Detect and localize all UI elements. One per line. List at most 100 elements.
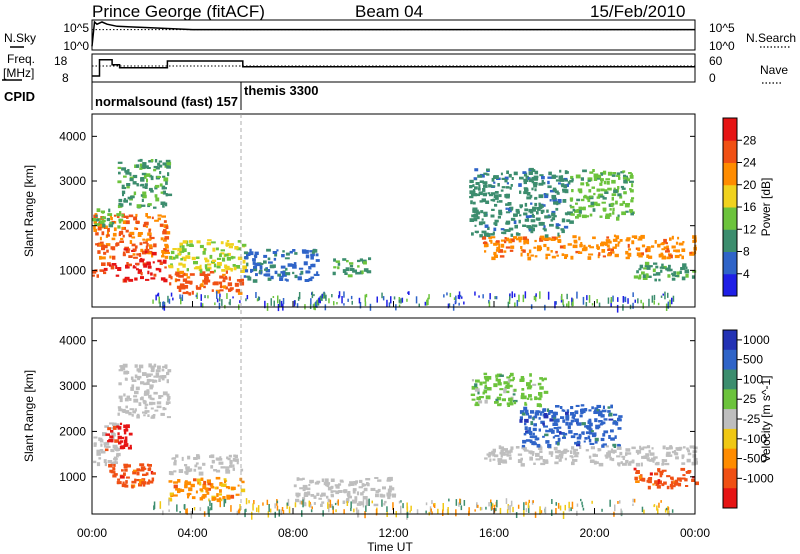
power-cell-6: [204, 264, 208, 268]
power-cell-0: [128, 234, 132, 238]
power-cell-4: [122, 193, 124, 197]
velocity-cell-3: [119, 398, 123, 403]
velocity-cell-3: [121, 408, 126, 413]
velocity-ground-cell: [448, 498, 450, 502]
velocity-cell-2: [131, 485, 134, 489]
power-cell-10: [551, 197, 557, 200]
power-cell-6: [241, 243, 247, 247]
power-cell-10: [538, 222, 543, 226]
velocity-cell-7: [686, 447, 689, 451]
power-ground-cell: [488, 301, 491, 307]
power-cell-10: [518, 183, 522, 187]
velocity-ground-cell: [309, 501, 311, 505]
power-cell-9: [606, 244, 610, 248]
velocity-ground-cell: [664, 508, 667, 513]
velocity-ground-cell: [555, 508, 557, 514]
velocity-cell-4: [226, 496, 231, 500]
power-cell-9: [587, 256, 592, 260]
velocity-cell-9: [495, 378, 498, 382]
power-cell-10: [482, 188, 486, 192]
power-ground-cell: [653, 300, 655, 305]
velocity-cell-8: [578, 433, 582, 438]
power-ground-cell: [400, 298, 402, 304]
power-colorbar-swatch: [723, 162, 737, 186]
power-cell-12: [691, 275, 696, 279]
power-cell-4: [158, 164, 163, 168]
power-cell-9: [675, 241, 679, 245]
velocity-ground-cell: [269, 508, 272, 513]
power-ground-cell: [162, 301, 164, 310]
power-cell-0: [146, 238, 151, 241]
power-cell-2: [109, 264, 112, 267]
nsky-right-tick-1: 10^0: [709, 39, 735, 53]
power-cell-10: [473, 217, 478, 222]
power-cell-9: [555, 236, 558, 240]
power-cell-5: [228, 276, 231, 281]
power-cell-11: [600, 172, 604, 176]
power-cell-4: [136, 183, 139, 187]
power-cell-5: [182, 278, 188, 282]
power-cell-8: [344, 272, 348, 275]
power-cell-11: [615, 200, 618, 205]
power-cell-1: [152, 261, 155, 264]
velocity-ground-cell: [581, 501, 583, 505]
power-cell-7: [310, 276, 315, 279]
power-cell-0: [106, 234, 110, 237]
velocity-cell-6: [330, 485, 334, 489]
velocity-cell-10: [670, 485, 674, 490]
power-cell-0: [102, 245, 108, 248]
power-cell-4: [158, 160, 163, 163]
velocity-cell-10: [655, 483, 660, 486]
power-cell-9: [640, 252, 644, 256]
power-cell-10: [531, 176, 535, 180]
power-cell-0: [125, 220, 130, 225]
velocity-ground-cell: [668, 510, 670, 517]
velocity-ground-cell: [350, 507, 352, 512]
velocity-cell-9: [485, 395, 491, 400]
power-ground-cell: [446, 292, 448, 296]
cpid-program-1: themis 3300: [244, 83, 318, 98]
power-cell-9: [627, 243, 630, 248]
velocity-cell-3: [146, 374, 149, 378]
power-cell-6: [195, 256, 200, 259]
power-cell-10: [491, 208, 495, 211]
power-cell-1: [140, 257, 143, 261]
power-cell-10: [532, 206, 537, 210]
power-ground-cell: [632, 302, 634, 309]
power-cell-11: [580, 182, 585, 186]
velocity-cell-3: [150, 416, 155, 419]
power-cell-10: [538, 205, 543, 209]
velocity-cell-0: [107, 460, 113, 464]
velocity-ground-cell: [223, 499, 225, 507]
power-cell-10: [541, 179, 544, 184]
power-cell-5: [238, 279, 242, 283]
power-colorbar-tick-label: 12: [743, 222, 757, 236]
velocity-ground-cell: [493, 504, 496, 513]
power-cell-10: [551, 194, 557, 198]
xtick-label: 00:00: [680, 526, 710, 540]
velocity-cell-9: [483, 389, 488, 394]
velocity-cell-3: [156, 375, 161, 378]
power-cell-4: [136, 204, 142, 208]
power-cell-11: [623, 179, 628, 184]
velocity-colorbar-tick-label: 500: [743, 353, 763, 367]
velocity-ground-cell: [433, 503, 435, 507]
power-cell-10: [476, 182, 480, 185]
power-ground-cell: [162, 301, 165, 305]
velocity-cell-7: [553, 446, 558, 451]
velocity-cell-5: [196, 454, 199, 458]
power-cell-9: [491, 236, 496, 239]
power-colorbar-label: Power [dB]: [759, 178, 773, 237]
power-cell-10: [478, 191, 483, 196]
power-cell-10: [531, 180, 535, 184]
velocity-cell-6: [386, 493, 392, 497]
velocity-cell-2: [146, 463, 150, 467]
power-ground-cell: [318, 297, 320, 303]
power-cell-9: [520, 252, 523, 257]
velocity-cell-9: [484, 384, 487, 389]
power-cell-10: [543, 225, 546, 229]
velocity-cell-10: [685, 485, 689, 487]
velocity-cell-5: [198, 471, 204, 476]
power-cell-6: [206, 263, 212, 266]
